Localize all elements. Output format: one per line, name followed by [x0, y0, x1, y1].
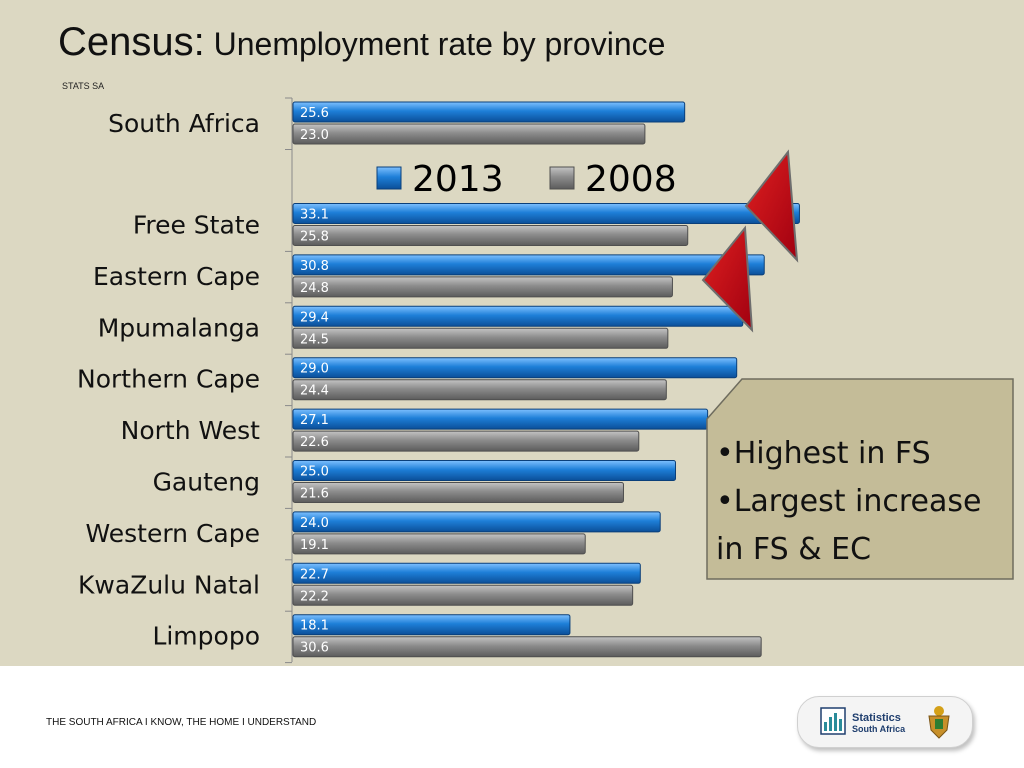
bar-2008-eastern-cape	[292, 276, 673, 298]
data-label-2008-north-west: 22.6	[300, 435, 329, 450]
data-label-2008-kwazulu-natal: 22.2	[300, 589, 329, 604]
callout-bullets: •Highest in FS •Largest increase in FS & …	[716, 430, 1006, 574]
data-label-2008-eastern-cape: 24.8	[300, 281, 329, 296]
bar-2013-north-west	[292, 408, 709, 430]
data-label-2013-limpopo: 18.1	[300, 619, 329, 634]
data-label-2008-mpumalanga: 24.5	[300, 332, 329, 347]
data-label-2013-free-state: 33.1	[300, 208, 329, 223]
legend-label-2013: 2013	[412, 159, 504, 200]
category-label-south-africa: South Africa	[108, 109, 260, 138]
bar-2013-limpopo	[292, 614, 571, 636]
page-title: Census: Unemployment rate by province	[58, 20, 665, 65]
data-label-2013-north-west: 27.1	[300, 413, 329, 428]
category-label-limpopo: Limpopo	[152, 622, 260, 651]
data-label-2013-gauteng: 25.0	[300, 465, 329, 480]
bar-2013-eastern-cape	[292, 254, 765, 276]
logo-text-line1: Statistics	[852, 712, 901, 724]
chart-axis: South Africa Free State Eastern Cape Mpumal…	[77, 97, 293, 664]
bar-2008-northern-cape	[292, 379, 667, 401]
bar-2008-south-africa	[292, 123, 646, 145]
chart-legend: 2013 2008	[376, 159, 677, 200]
data-label-2008-western-cape: 19.1	[300, 538, 329, 553]
chart-bars: 25.6 33.1 30.8 29.4 29.0 27.1 25.0 24.0 22.7 18.1…	[292, 101, 800, 658]
bar-2008-north-west	[292, 430, 640, 452]
highlight-arrows	[701, 149, 799, 333]
legend-swatch-2008	[549, 166, 575, 190]
bar-2013-gauteng	[292, 460, 676, 481]
category-label-western-cape: Western Cape	[86, 519, 261, 548]
data-label-2013-western-cape: 24.0	[300, 516, 329, 531]
stats-logo-icon	[820, 707, 846, 735]
category-label-north-west: North West	[121, 416, 261, 445]
bar-2008-limpopo	[292, 636, 762, 658]
category-label-eastern-cape: Eastern Cape	[93, 262, 260, 291]
bar-2008-western-cape	[292, 533, 586, 555]
source-label: STATS SA	[62, 81, 105, 91]
red-arrow-eastern-cape	[701, 225, 754, 333]
data-label-2008-limpopo: 30.6	[300, 641, 329, 656]
bar-2013-free-state	[292, 203, 800, 224]
bar-2013-mpumalanga	[292, 305, 744, 327]
category-label-gauteng: Gauteng	[153, 468, 260, 497]
legend-swatch-2013	[376, 166, 402, 190]
data-label-2008-gauteng: 21.6	[300, 487, 329, 502]
logo-text-line2: South Africa	[852, 724, 906, 734]
coat-of-arms-icon	[928, 706, 950, 739]
data-label-2013-south-africa: 25.6	[300, 106, 329, 121]
bar-2013-kwazulu-natal	[292, 562, 641, 584]
bar-2008-kwazulu-natal	[292, 584, 634, 606]
bar-2008-mpumalanga	[292, 327, 669, 349]
footer-tagline: THE SOUTH AFRICA I KNOW, THE HOME I UNDE…	[46, 717, 317, 728]
bar-2013-northern-cape	[292, 357, 738, 379]
data-label-2013-mpumalanga: 29.4	[300, 310, 329, 325]
data-label-2008-northern-cape: 24.4	[300, 384, 329, 399]
category-label-free-state: Free State	[133, 211, 260, 240]
data-label-2008-free-state: 25.8	[300, 230, 329, 245]
category-label-kwazulu-natal: KwaZulu Natal	[78, 570, 260, 599]
bar-2013-western-cape	[292, 511, 661, 533]
data-label-2013-northern-cape: 29.0	[300, 362, 329, 377]
data-label-2013-eastern-cape: 30.8	[300, 259, 329, 274]
title-main: Census:	[58, 20, 205, 64]
bar-chart: South Africa Free State Eastern Cape Mpumal…	[77, 97, 800, 664]
bar-2008-gauteng	[292, 482, 624, 503]
callout-bullet-2: •Largest increase in FS & EC	[716, 484, 982, 567]
category-label-northern-cape: Northern Cape	[77, 365, 260, 394]
callout-bullet-1: •Highest in FS	[716, 436, 931, 471]
bar-2013-south-africa	[292, 101, 686, 123]
stats-sa-logo: Statistics South Africa	[797, 696, 973, 748]
callout-box	[706, 378, 1014, 580]
data-label-2013-kwazulu-natal: 22.7	[300, 567, 329, 582]
red-arrow-free-state	[744, 149, 799, 263]
data-label-2008-south-africa: 23.0	[300, 128, 329, 143]
title-subtitle: Unemployment rate by province	[213, 26, 666, 62]
category-label-mpumalanga: Mpumalanga	[98, 313, 260, 342]
legend-label-2008: 2008	[585, 159, 677, 200]
bar-2008-free-state	[292, 225, 689, 246]
